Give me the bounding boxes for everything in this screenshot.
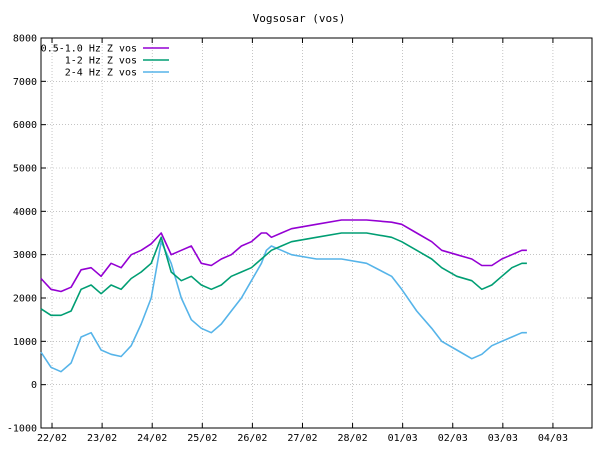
y-tick-label: 8000 bbox=[13, 34, 37, 45]
x-tick-label: 24/02 bbox=[137, 433, 167, 444]
legend-label: 2-4 Hz Z vos bbox=[65, 68, 137, 79]
y-tick-label: 4000 bbox=[13, 207, 37, 218]
plot-frame bbox=[40, 37, 593, 429]
x-tick-label: 27/02 bbox=[287, 433, 317, 444]
y-tick-label: 2000 bbox=[13, 294, 37, 305]
x-tick-label: 01/03 bbox=[388, 433, 418, 444]
y-tick-label: 5000 bbox=[13, 164, 37, 175]
x-tick-label: 03/03 bbox=[488, 433, 518, 444]
series-line-1 bbox=[40, 232, 527, 317]
x-tick-label: 26/02 bbox=[237, 433, 267, 444]
y-tick-label: 7000 bbox=[13, 77, 37, 88]
series-group bbox=[40, 219, 527, 373]
legend-label: 1-2 Hz Z vos bbox=[65, 56, 137, 67]
x-axis-ticks: 22/02 23/02 24/02 25/02 26/02 27/02 28/02 01/03… bbox=[37, 38, 568, 444]
x-tick-label: 28/02 bbox=[338, 433, 368, 444]
legend-label: 0.5-1.0 Hz Z vos bbox=[41, 44, 137, 55]
x-tick-label: 02/03 bbox=[438, 433, 468, 444]
y-tick-label: 6000 bbox=[13, 120, 37, 131]
y-tick-label: -1000 bbox=[7, 424, 37, 435]
series-line-2 bbox=[40, 240, 527, 373]
series-line-0 bbox=[40, 219, 527, 293]
x-tick-label: 23/02 bbox=[87, 433, 117, 444]
x-tick-label: 25/02 bbox=[187, 433, 217, 444]
chart-title: Vogsosar (vos) bbox=[253, 12, 346, 25]
y-tick-label: 1000 bbox=[13, 337, 37, 348]
x-tick-label: 04/03 bbox=[538, 433, 568, 444]
y-axis-ticks: -1000 0 1000 2000 3000 4000 5000 6000 7000 8000 bbox=[7, 34, 592, 435]
grid bbox=[41, 38, 592, 428]
y-tick-label: 0 bbox=[31, 380, 37, 391]
y-tick-label: 3000 bbox=[13, 250, 37, 261]
x-tick-label: 22/02 bbox=[37, 433, 67, 444]
